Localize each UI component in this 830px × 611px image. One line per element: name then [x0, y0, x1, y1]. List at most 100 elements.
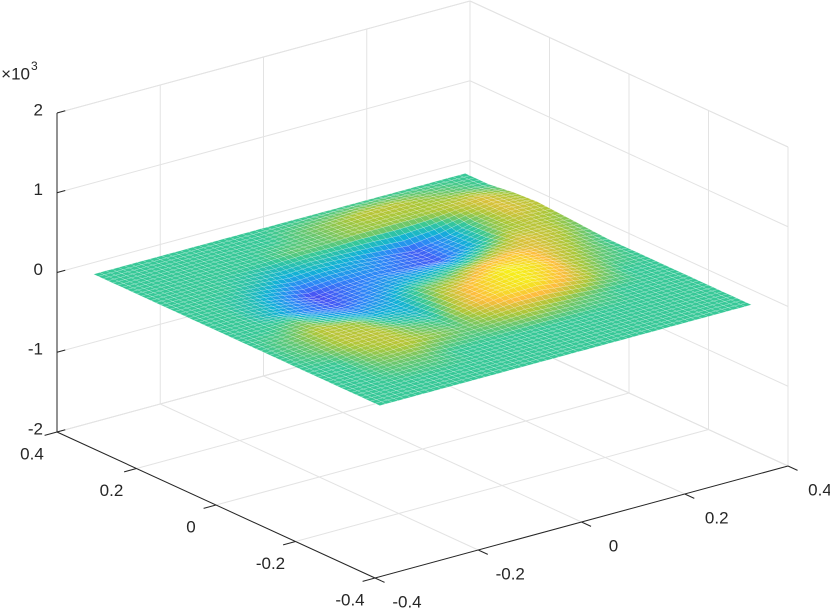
surface-patch	[217, 266, 231, 271]
surface-patch	[416, 193, 430, 197]
surface-patch	[358, 254, 371, 260]
surface-patch	[468, 199, 482, 205]
surface-patch	[326, 260, 340, 266]
surface-patch	[204, 287, 217, 292]
surface-patch	[470, 210, 484, 217]
surface-patch	[155, 269, 168, 274]
surface-patch	[255, 271, 268, 277]
grid-line	[56, 0, 471, 114]
z-tick	[56, 429, 66, 433]
grid-line	[56, 160, 471, 273]
surface-patch	[396, 189, 409, 194]
surface-patch	[418, 221, 431, 228]
z-tick-label: 1	[34, 180, 43, 199]
surface-patch	[102, 276, 115, 282]
surface-patch	[480, 215, 493, 222]
y-tick	[282, 541, 296, 546]
surface-patch	[286, 229, 300, 234]
y-tick	[123, 468, 137, 473]
surface-patch	[402, 238, 415, 247]
surface-patch	[274, 246, 288, 251]
surface-patch	[293, 241, 306, 246]
surface-patch	[184, 264, 198, 270]
surface-patch	[539, 206, 552, 211]
surface-patch	[390, 241, 403, 249]
surface-patch	[298, 243, 311, 248]
surface-patch	[308, 264, 321, 271]
surface-patch	[301, 218, 315, 223]
surface-patch	[238, 239, 252, 245]
surface-patch	[296, 268, 309, 275]
surface-patch	[258, 262, 271, 268]
surface-patch	[182, 286, 195, 291]
surface-patch	[166, 269, 179, 275]
surface-patch	[362, 204, 376, 208]
surface-patch	[420, 210, 434, 216]
surface-patch	[369, 199, 383, 203]
y-tick-label: 0.2	[100, 481, 124, 500]
surface-patch	[302, 266, 315, 273]
surface-patch	[407, 200, 421, 205]
surface-patch	[327, 237, 341, 243]
surface-patch	[489, 220, 503, 226]
surface	[92, 173, 753, 406]
surface-patch	[394, 193, 408, 197]
surface-patch	[315, 241, 328, 247]
surface-patch	[314, 226, 328, 232]
surface-patch	[418, 201, 432, 206]
surface-patch	[302, 230, 315, 236]
surface-patch	[253, 228, 267, 233]
surface-patch	[140, 294, 153, 299]
y-tick-label: -0.4	[335, 590, 364, 609]
z-tick-label: -1	[28, 340, 43, 359]
surface-patch	[387, 230, 400, 238]
surface-patch	[336, 249, 349, 255]
surface-patch	[449, 182, 462, 187]
surface-patch	[159, 302, 173, 308]
x-tick-label: 0.4	[808, 480, 830, 499]
surface-patch	[173, 264, 187, 269]
y-tick	[362, 577, 376, 582]
surface-patch	[222, 282, 236, 287]
surface-patch	[490, 189, 503, 194]
surface-patch	[496, 217, 509, 223]
surface-patch	[414, 199, 427, 204]
y-tick	[44, 431, 58, 436]
surface-patch	[217, 252, 230, 257]
surface-patch	[149, 284, 163, 290]
surface-patch	[489, 203, 502, 209]
surface-patch	[429, 201, 443, 206]
surface-patch	[277, 238, 291, 244]
surface-patch	[433, 207, 446, 212]
surface-patch	[422, 206, 435, 212]
surface-patch	[488, 208, 501, 214]
surface-patch	[256, 252, 269, 257]
surface-patch	[388, 248, 402, 255]
surface-patch	[167, 265, 181, 271]
surface-patch	[236, 261, 249, 266]
surface-patch	[419, 186, 433, 191]
surface-patch	[459, 210, 473, 217]
surface-patch	[363, 215, 376, 221]
surface-patch	[346, 203, 360, 207]
surface-patch	[227, 270, 240, 276]
surface-patch	[386, 200, 398, 204]
surface-patch	[473, 190, 485, 194]
surface-patch	[358, 212, 371, 218]
surface-patch	[127, 283, 141, 289]
surface-patch	[368, 235, 381, 242]
surface-patch	[133, 268, 146, 273]
surface-patch	[136, 260, 149, 265]
surface-patch	[455, 207, 468, 214]
surface-patch	[165, 301, 179, 306]
surface-patch	[167, 252, 180, 257]
surface-patch	[472, 205, 485, 212]
surface-patch	[451, 224, 463, 232]
grid-line	[56, 80, 471, 194]
surface-patch	[285, 246, 299, 251]
surface-patch	[325, 214, 338, 219]
surface-patch	[326, 211, 340, 216]
surface-patch	[399, 226, 412, 235]
x-tick-label: -0.4	[392, 592, 421, 611]
surface-patch	[264, 260, 277, 266]
